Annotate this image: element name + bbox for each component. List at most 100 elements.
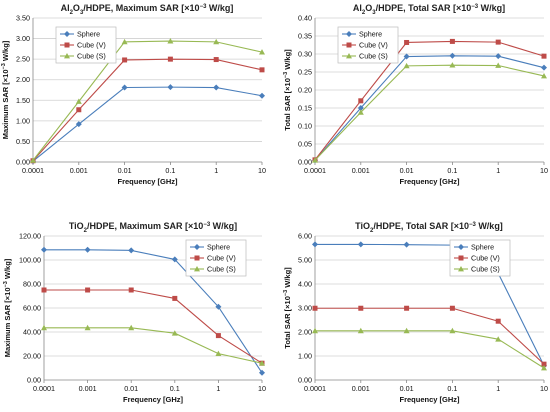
data-point — [312, 305, 318, 311]
y-tick-label: 0.00 — [16, 158, 30, 167]
data-point — [259, 49, 265, 55]
data-point — [449, 62, 456, 68]
data-point — [449, 52, 456, 59]
data-point — [172, 295, 178, 301]
x-tick-label: 1 — [496, 384, 500, 393]
legend-label: Sphere — [77, 30, 100, 39]
series-line-sphere — [315, 243, 545, 366]
x-tick-label: 0.0001 — [304, 384, 326, 393]
data-point — [404, 39, 410, 45]
data-point — [171, 256, 178, 263]
y-axis-label: Total SAR [×10−3 W/kg] — [283, 267, 292, 349]
x-tick-label: 0.001 — [79, 384, 97, 393]
legend-marker — [458, 255, 464, 261]
legend-marker — [64, 42, 70, 48]
data-point — [541, 53, 547, 59]
data-point — [167, 38, 174, 44]
series-line-cube-s — [314, 64, 545, 161]
data-point — [541, 72, 547, 79]
x-axis-label: Frequency [GHz] — [399, 177, 460, 186]
legend-marker — [458, 244, 464, 250]
data-point — [357, 109, 364, 115]
data-point — [403, 327, 410, 334]
x-tick-label: 0.0001 — [22, 166, 44, 175]
y-tick-label: 100.00 — [19, 256, 41, 265]
data-point — [357, 327, 364, 334]
y-tick-label: 0.00 — [298, 158, 312, 167]
x-tick-label: 10 — [540, 384, 548, 393]
x-tick-label: 10 — [258, 166, 266, 175]
data-point — [403, 53, 410, 60]
data-point — [85, 287, 91, 293]
chart-title: Al2O3/HDPE, Total SAR [×10−3 W/kg] — [353, 3, 505, 16]
data-point — [403, 62, 410, 69]
legend-label: Cube (V) — [207, 254, 236, 263]
series-line-cube-s — [315, 330, 545, 369]
data-point — [75, 98, 82, 104]
data-point — [312, 327, 318, 334]
chart-4: TiO2/HDPE, Total SAR [×10−3 W/kg] 0.00 1.0… — [283, 221, 548, 404]
data-point — [128, 287, 134, 293]
y-tick-label: 3.00 — [16, 34, 30, 43]
x-axis-label: Frequency [GHz] — [123, 395, 184, 404]
data-point — [213, 57, 219, 63]
x-tick-label: 10 — [258, 384, 266, 393]
legend-label: Sphere — [359, 30, 382, 39]
data-point — [449, 38, 455, 44]
legend-marker — [64, 53, 70, 59]
x-tick-label: 0.0001 — [33, 384, 55, 393]
data-point — [215, 350, 222, 356]
y-axis-label: Total SAR [×10−3 W/kg] — [283, 49, 292, 131]
legend-marker — [194, 266, 200, 272]
data-point — [259, 67, 265, 73]
y-axis-label: Maximum SAR [×10−3 W/kg] — [1, 40, 10, 139]
y-tick-label: 0.05 — [298, 140, 312, 149]
x-tick-label: 0.001 — [352, 166, 370, 175]
data-point — [404, 305, 410, 311]
series-line-cube-v — [32, 58, 263, 162]
y-tick-label: 120.00 — [19, 232, 41, 241]
data-point — [259, 360, 265, 366]
y-tick-label: 0.40 — [298, 14, 312, 23]
x-tick-label: 0.0001 — [304, 166, 326, 175]
y-tick-label: 0.50 — [16, 137, 30, 146]
data-point — [495, 53, 502, 60]
data-point — [312, 241, 318, 248]
series-line-cube-s — [44, 327, 263, 364]
legend-label: Cube (S) — [471, 265, 500, 274]
y-tick-label: 0.15 — [298, 104, 312, 113]
data-point — [358, 305, 364, 311]
data-point — [215, 333, 221, 339]
y-tick-label: 2.00 — [298, 328, 312, 337]
x-tick-label: 1 — [496, 166, 500, 175]
legend-label: Cube (V) — [359, 41, 388, 50]
legend: Sphere Cube (V) Cube (S) — [337, 26, 399, 64]
y-tick-label: 0.30 — [298, 50, 312, 59]
y-tick-label: 60.00 — [23, 304, 41, 313]
legend-label: Sphere — [471, 243, 494, 252]
chart-title: TiO2/HDPE, Total SAR [×10−3 W/kg] — [355, 221, 503, 234]
y-tick-label: 0.00 — [298, 376, 312, 385]
chart-title: TiO2/HDPE, Maximum SAR [×10−3 W/kg] — [69, 221, 237, 234]
data-point — [122, 57, 128, 63]
series-line-cube-v — [44, 289, 263, 364]
y-tick-label: 1.50 — [16, 96, 30, 105]
data-point — [449, 327, 456, 334]
y-tick-label: 0.25 — [298, 68, 312, 77]
x-tick-label: 0.01 — [400, 166, 414, 175]
data-point — [259, 369, 265, 376]
y-tick-label: 0.35 — [298, 32, 312, 41]
legend-label: Sphere — [207, 243, 230, 252]
data-point — [41, 324, 47, 331]
legend-marker — [346, 53, 352, 59]
data-point — [541, 64, 547, 71]
data-point — [403, 241, 410, 248]
x-tick-label: 0.001 — [70, 166, 88, 175]
x-tick-label: 0.1 — [447, 166, 457, 175]
y-tick-label: 2.00 — [16, 75, 30, 84]
legend-label: Cube (V) — [77, 41, 106, 50]
data-point — [358, 98, 364, 104]
y-tick-label: 0.10 — [298, 122, 312, 131]
y-tick-label: 40.00 — [23, 328, 41, 337]
x-axis-label: Frequency [GHz] — [117, 177, 178, 186]
